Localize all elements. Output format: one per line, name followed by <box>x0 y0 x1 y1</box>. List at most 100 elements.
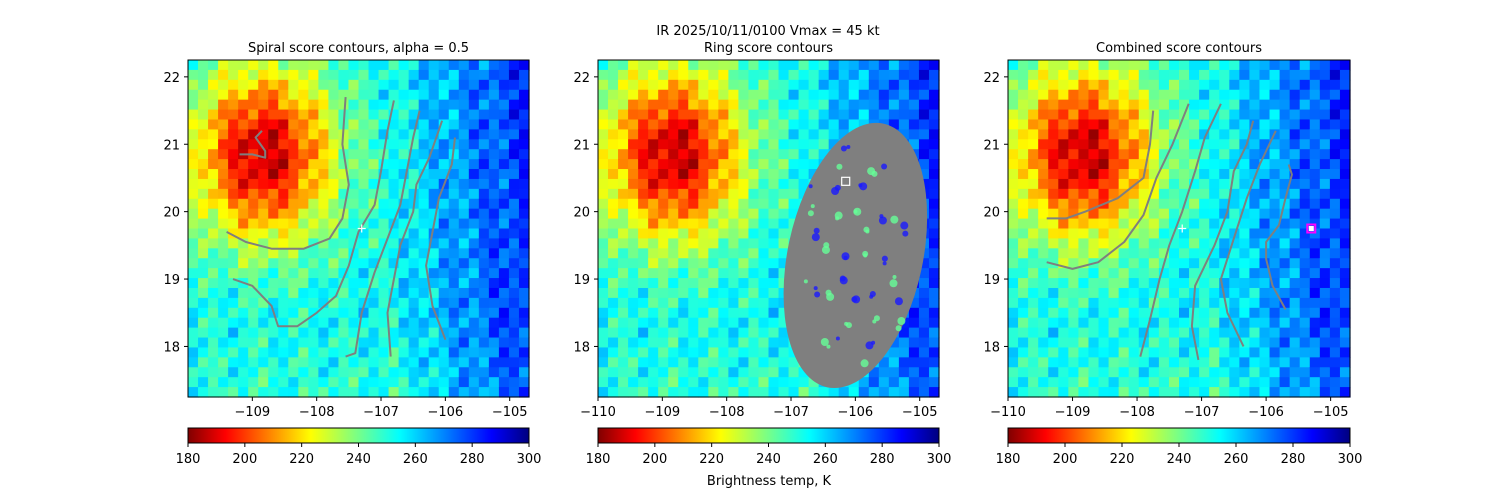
heatmap-cell <box>508 337 520 349</box>
heatmap-cell <box>768 169 780 180</box>
heatmap-cell <box>668 109 679 121</box>
heatmap-cell <box>248 159 259 170</box>
heatmap-cell <box>678 347 689 358</box>
heatmap-cell <box>1179 188 1190 200</box>
heatmap-cell <box>218 347 229 358</box>
heatmap-cell <box>728 268 740 279</box>
heatmap-cell <box>1289 99 1301 111</box>
heatmap-cell <box>1269 317 1281 329</box>
heatmap-cell <box>1329 387 1341 398</box>
heatmap-cell <box>518 79 530 91</box>
heatmap-cell <box>478 297 490 309</box>
heatmap-cell <box>508 258 520 269</box>
heatmap-cell <box>338 139 350 150</box>
heatmap-cell <box>1309 89 1321 101</box>
heatmap-cell <box>1209 60 1220 71</box>
heatmap-cell <box>378 347 390 358</box>
heatmap-cell <box>218 297 229 309</box>
heatmap-cell <box>1199 159 1210 170</box>
heatmap-cell <box>1259 347 1271 358</box>
heatmap-cell <box>378 129 390 140</box>
colorbar-tick-label: 240 <box>346 452 371 467</box>
heatmap-cell <box>348 287 360 299</box>
heatmap-cell <box>338 60 350 71</box>
heatmap-cell <box>658 169 669 180</box>
heatmap-cell <box>718 109 729 121</box>
heatmap-cell <box>428 129 440 140</box>
heatmap-cell <box>1088 327 1100 339</box>
heatmap-cell <box>348 159 360 170</box>
heatmap-cell <box>248 79 259 91</box>
heatmap-cell <box>498 337 510 349</box>
heatmap-cell <box>268 149 279 160</box>
heatmap-cell <box>1058 69 1069 81</box>
heatmap-cell <box>718 387 729 398</box>
heatmap-cell <box>1058 347 1069 358</box>
heatmap-cell <box>368 307 380 319</box>
heatmap-cell <box>718 307 729 319</box>
heatmap-cell <box>1269 139 1281 150</box>
heatmap-cell <box>278 178 289 190</box>
heatmap-cell <box>198 228 209 240</box>
heatmap-cell <box>238 169 249 180</box>
heatmap-cell <box>378 69 390 81</box>
heatmap-cell <box>228 119 239 130</box>
heatmap-cell <box>1339 208 1351 220</box>
heatmap-cell <box>1189 188 1200 200</box>
heatmap-cell <box>1199 119 1210 130</box>
heatmap-cell <box>778 89 790 101</box>
heatmap-cell <box>1309 169 1321 180</box>
heatmap-cell <box>318 159 330 170</box>
heatmap-cell <box>408 367 420 378</box>
heatmap-cell <box>1259 60 1271 71</box>
heatmap-cell <box>228 109 239 121</box>
heatmap-cell <box>658 287 669 299</box>
heatmap-cell <box>1279 367 1291 378</box>
heatmap-cell <box>1018 377 1029 388</box>
heatmap-cell <box>1309 387 1321 398</box>
heatmap-cell <box>1168 327 1180 339</box>
heatmap-cell <box>468 119 480 130</box>
heatmap-cell <box>628 119 639 130</box>
heatmap-cell <box>488 248 500 259</box>
heatmap-cell <box>698 89 709 101</box>
heatmap-cell <box>388 377 400 388</box>
heatmap-cell <box>1279 268 1291 279</box>
heatmap-cell <box>478 69 490 81</box>
heatmap-cell <box>288 228 299 240</box>
heatmap-cell <box>868 387 880 398</box>
heatmap-cell <box>1309 238 1321 249</box>
heatmap-cell <box>1219 327 1230 339</box>
heatmap-cell <box>728 287 740 299</box>
heatmap-cell <box>408 139 420 150</box>
heatmap-cell <box>1158 327 1170 339</box>
heatmap-cell <box>698 159 709 170</box>
heatmap-cell <box>648 188 659 200</box>
heatmap-cell <box>1269 297 1281 309</box>
heatmap-cell <box>1118 149 1130 160</box>
heatmap-cell <box>228 387 239 398</box>
heatmap-cell <box>678 377 689 388</box>
heatmap-cell <box>748 278 760 289</box>
heatmap-cell <box>678 159 689 170</box>
heatmap-cell <box>698 60 709 71</box>
x-tick-label: −110 <box>580 405 616 420</box>
heatmap-cell <box>1038 307 1049 319</box>
heatmap-cell <box>478 99 490 111</box>
heatmap-cell <box>258 169 269 180</box>
heatmap-cell <box>1199 317 1210 329</box>
heatmap-cell <box>348 258 360 269</box>
heatmap-cell <box>618 69 629 81</box>
heatmap-cell <box>1168 377 1180 388</box>
heatmap-cell <box>288 159 299 170</box>
heatmap-cell <box>1058 248 1069 259</box>
heatmap-cell <box>248 327 259 339</box>
heatmap-cell <box>728 159 740 170</box>
max-score-marker <box>841 176 851 186</box>
heatmap-cell <box>1048 178 1059 190</box>
heatmap-cell <box>1138 228 1150 240</box>
heatmap-cell <box>708 79 719 91</box>
heatmap-cell <box>1098 317 1110 329</box>
heatmap-cell <box>328 198 340 210</box>
heatmap-cell <box>478 287 490 299</box>
